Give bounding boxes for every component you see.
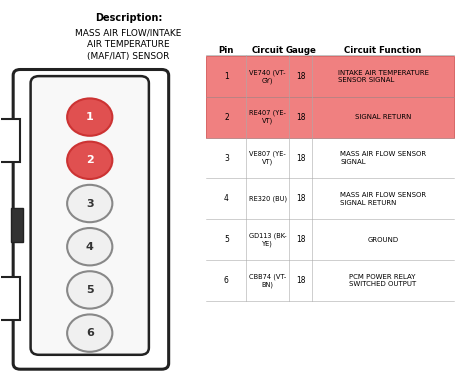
Text: 18: 18 <box>296 154 305 163</box>
Text: MASS AIR FLOW/INTAKE
AIR TEMPERATURE
(MAF/IAT) SENSOR: MASS AIR FLOW/INTAKE AIR TEMPERATURE (MA… <box>75 29 182 61</box>
FancyBboxPatch shape <box>206 97 454 138</box>
Text: Circuit Function: Circuit Function <box>345 46 422 55</box>
Text: VE740 (VT-
GY): VE740 (VT- GY) <box>249 69 286 83</box>
FancyBboxPatch shape <box>206 56 454 97</box>
Circle shape <box>67 271 112 309</box>
Text: 2: 2 <box>86 155 94 165</box>
Text: MASS AIR FLOW SENSOR
SIGNAL RETURN: MASS AIR FLOW SENSOR SIGNAL RETURN <box>340 192 426 206</box>
Text: 3: 3 <box>86 198 93 209</box>
Text: 6: 6 <box>224 276 229 285</box>
Text: VE807 (YE-
VT): VE807 (YE- VT) <box>249 151 286 165</box>
Text: 18: 18 <box>296 235 305 244</box>
Text: Description:: Description: <box>95 13 162 23</box>
Text: 4: 4 <box>224 194 229 203</box>
Text: RE407 (YE-
VT): RE407 (YE- VT) <box>249 110 286 124</box>
Text: RE320 (BU): RE320 (BU) <box>248 196 287 202</box>
Circle shape <box>67 142 112 179</box>
Text: 2: 2 <box>224 113 229 122</box>
Text: PCM POWER RELAY
SWITCHED OUTPUT: PCM POWER RELAY SWITCHED OUTPUT <box>349 274 417 287</box>
Text: INTAKE AIR TEMPERATURE
SENSOR SIGNAL: INTAKE AIR TEMPERATURE SENSOR SIGNAL <box>337 69 428 83</box>
FancyBboxPatch shape <box>13 69 169 369</box>
Text: 18: 18 <box>296 72 305 81</box>
Text: GROUND: GROUND <box>367 237 399 243</box>
FancyBboxPatch shape <box>0 118 20 162</box>
Circle shape <box>67 98 112 136</box>
FancyBboxPatch shape <box>11 208 23 242</box>
Text: CBB74 (VT-
BN): CBB74 (VT- BN) <box>249 273 286 288</box>
Text: 1: 1 <box>224 72 229 81</box>
Text: 4: 4 <box>86 242 94 252</box>
Circle shape <box>67 185 112 222</box>
Text: 18: 18 <box>296 276 305 285</box>
Text: 5: 5 <box>224 235 229 244</box>
Text: 18: 18 <box>296 194 305 203</box>
Text: GD113 (BK-
YE): GD113 (BK- YE) <box>249 232 286 247</box>
Text: 3: 3 <box>224 154 229 163</box>
Text: 5: 5 <box>86 285 93 295</box>
Text: 6: 6 <box>86 328 94 338</box>
Text: Pin: Pin <box>219 46 234 55</box>
Circle shape <box>67 314 112 352</box>
Text: Gauge: Gauge <box>285 46 316 55</box>
Text: MASS AIR FLOW SENSOR
SIGNAL: MASS AIR FLOW SENSOR SIGNAL <box>340 151 426 165</box>
FancyBboxPatch shape <box>31 76 149 355</box>
Circle shape <box>67 228 112 265</box>
Text: SIGNAL RETURN: SIGNAL RETURN <box>355 114 411 120</box>
FancyBboxPatch shape <box>0 277 20 320</box>
Text: 18: 18 <box>296 113 305 122</box>
Text: Circuit: Circuit <box>252 46 284 55</box>
Text: 1: 1 <box>86 112 94 122</box>
